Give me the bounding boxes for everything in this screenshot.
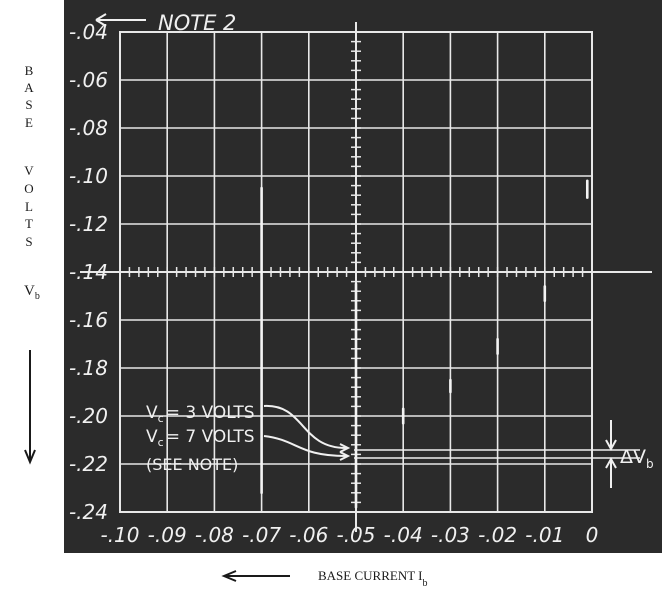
y-tick-label: -.24 (69, 500, 108, 524)
see-note-label: (SEE NOTE) (146, 455, 238, 474)
y-axis-title-letter: E (25, 115, 33, 130)
x-axis-title: BASE CURRENT Ib (318, 568, 428, 589)
delta-arrows-icon (605, 420, 617, 488)
x-tick-label: -.07 (242, 523, 281, 547)
note-label: NOTE 2 (158, 11, 236, 35)
y-tick-label: -.14 (69, 260, 108, 284)
y-axis-symbol: Vb (24, 283, 40, 302)
y-tick-label: -.12 (69, 212, 108, 236)
y-tick-label: -.06 (69, 68, 108, 92)
y-axis-title-letter: V (24, 163, 34, 178)
note-arrow-icon (95, 13, 146, 27)
x-tick-label: -.09 (148, 523, 187, 547)
x-tick-labels: -.10 -.09 -.08 -.07 -.06 -.05 -.04 -.03 -.02 -.01… (100, 523, 598, 547)
y-tick-labels: -.04-.06-.08-.10-.12-.14-.16-.18-.20-.22… (69, 20, 108, 524)
x-tick-label: -.01 (525, 523, 564, 547)
left-arrow-icon (221, 570, 290, 582)
x-tick-label: -.02 (478, 523, 517, 547)
leader-3v (263, 404, 347, 449)
y-tick-label: -.18 (69, 356, 108, 380)
x-tick-label: -.05 (336, 523, 375, 547)
y-tick-label: -.16 (69, 308, 108, 332)
y-tick-label: -.20 (69, 404, 108, 428)
y-tick-label: -.22 (69, 452, 108, 476)
y-axis-title-letter: S (25, 97, 32, 112)
scope-screen (64, 0, 662, 553)
traces (260, 179, 589, 509)
y-tick-label: -.10 (69, 164, 108, 188)
leader-7v (263, 435, 347, 457)
y-axis-title-letter: B (25, 63, 34, 78)
x-tick-label: 0 (586, 523, 599, 547)
x-tick-label: -.03 (431, 523, 470, 547)
y-axis-title-letter: A (24, 80, 34, 95)
x-tick-label: -.06 (289, 523, 328, 547)
y-axis-title-letter: S (25, 234, 32, 249)
y-tick-label: -.08 (69, 116, 108, 140)
down-arrow-icon (24, 350, 36, 465)
curve-label-3v: Vc = 3 VOLTS (146, 403, 255, 425)
y-axis-title-letter: L (25, 199, 33, 214)
y-axis-title-letter: T (25, 216, 33, 231)
delta-vb-label: ΔVb (620, 446, 654, 471)
y-axis-title-letter: O (24, 181, 33, 196)
x-tick-label: -.04 (384, 523, 423, 547)
x-tick-label: -.08 (195, 523, 234, 547)
x-tick-label: -.10 (100, 523, 139, 547)
curve-label-7v: Vc = 7 VOLTS (146, 427, 255, 449)
